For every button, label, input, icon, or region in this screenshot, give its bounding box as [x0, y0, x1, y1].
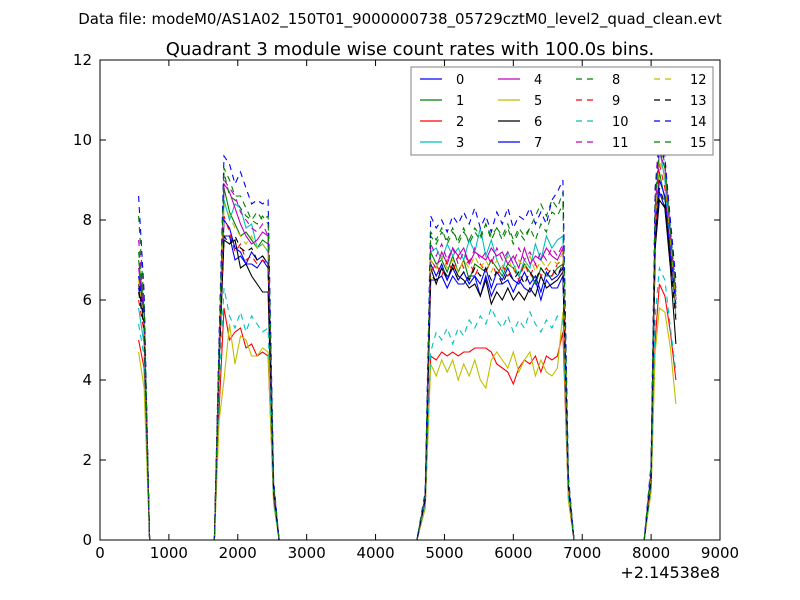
- x-tick-label: 9000: [701, 544, 739, 562]
- series-line-9: [138, 163, 677, 540]
- legend-label-5: 5: [534, 94, 542, 109]
- series-layer: [138, 131, 677, 540]
- legend-label-13: 13: [690, 94, 707, 109]
- legend-label-2: 2: [456, 115, 464, 130]
- x-tick-label: 4000: [356, 544, 394, 562]
- legend-label-11: 11: [612, 136, 629, 151]
- y-tick-label: 2: [82, 451, 92, 469]
- y-tick-label: 0: [82, 531, 92, 549]
- legend-label-4: 4: [534, 73, 542, 88]
- x-tick-label: 8000: [632, 544, 670, 562]
- chart-title: Quadrant 3 module wise count rates with …: [166, 39, 655, 60]
- x-offset-label: +2.14538e8: [620, 563, 720, 582]
- y-tick-label: 6: [82, 291, 92, 309]
- legend-label-6: 6: [534, 115, 542, 130]
- legend-label-12: 12: [690, 73, 707, 88]
- x-tick-label: 1000: [150, 544, 188, 562]
- x-tick-label: 5000: [425, 544, 463, 562]
- series-line-5: [138, 306, 677, 540]
- y-tick-label: 12: [73, 51, 92, 69]
- y-tick-label: 10: [73, 131, 92, 149]
- y-tick-label: 8: [82, 211, 92, 229]
- series-line-15: [138, 147, 677, 540]
- series-line-13: [138, 187, 677, 540]
- figure-suptitle: Data file: modeM0/AS1A02_150T01_90000007…: [78, 10, 722, 29]
- x-tick-label: 6000: [494, 544, 532, 562]
- legend-label-7: 7: [534, 136, 542, 151]
- y-tick-label: 4: [82, 371, 92, 389]
- legend-label-9: 9: [612, 94, 620, 109]
- legend-box: [410, 66, 714, 156]
- x-tick-label: 7000: [563, 544, 601, 562]
- x-tick-label: 2000: [219, 544, 257, 562]
- legend-label-15: 15: [690, 136, 707, 151]
- legend-label-0: 0: [456, 73, 464, 88]
- legend-label-8: 8: [612, 73, 620, 88]
- x-tick-label: 0: [95, 544, 105, 562]
- x-tick-label: 3000: [288, 544, 326, 562]
- legend-label-10: 10: [612, 115, 629, 130]
- series-line-10: [138, 265, 677, 540]
- legend-label-3: 3: [456, 136, 464, 151]
- legend-label-1: 1: [456, 94, 464, 109]
- legend-label-14: 14: [690, 115, 707, 130]
- x-axis: 0 1000 2000 3000 4000 5000 6000 7000 8000 9000: [95, 60, 739, 562]
